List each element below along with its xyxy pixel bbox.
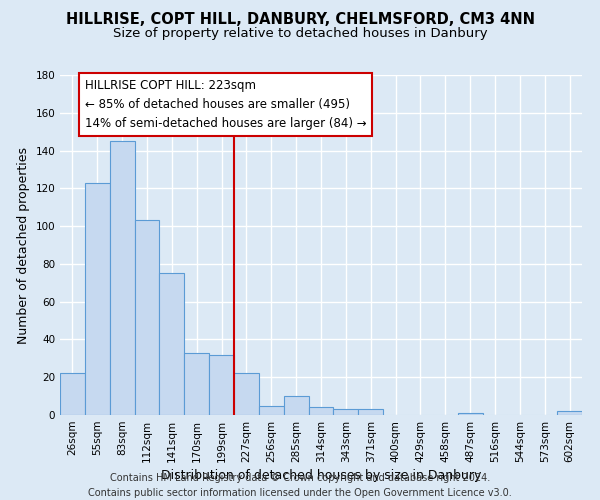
Text: Contains HM Land Registry data © Crown copyright and database right 2024.
Contai: Contains HM Land Registry data © Crown c… — [88, 472, 512, 498]
Bar — [358, 410, 383, 415]
Bar — [60, 374, 85, 415]
Bar — [85, 182, 110, 415]
Text: HILLRISE COPT HILL: 223sqm
← 85% of detached houses are smaller (495)
14% of sem: HILLRISE COPT HILL: 223sqm ← 85% of deta… — [85, 79, 367, 130]
Bar — [184, 352, 209, 415]
Bar — [134, 220, 160, 415]
Bar — [458, 413, 482, 415]
X-axis label: Distribution of detached houses by size in Danbury: Distribution of detached houses by size … — [161, 469, 481, 482]
Bar — [110, 141, 134, 415]
Y-axis label: Number of detached properties: Number of detached properties — [17, 146, 30, 344]
Bar — [209, 354, 234, 415]
Bar — [557, 411, 582, 415]
Bar — [259, 406, 284, 415]
Text: HILLRISE, COPT HILL, DANBURY, CHELMSFORD, CM3 4NN: HILLRISE, COPT HILL, DANBURY, CHELMSFORD… — [65, 12, 535, 28]
Bar — [334, 410, 358, 415]
Bar — [160, 274, 184, 415]
Bar — [234, 374, 259, 415]
Text: Size of property relative to detached houses in Danbury: Size of property relative to detached ho… — [113, 28, 487, 40]
Bar — [284, 396, 308, 415]
Bar — [308, 408, 334, 415]
